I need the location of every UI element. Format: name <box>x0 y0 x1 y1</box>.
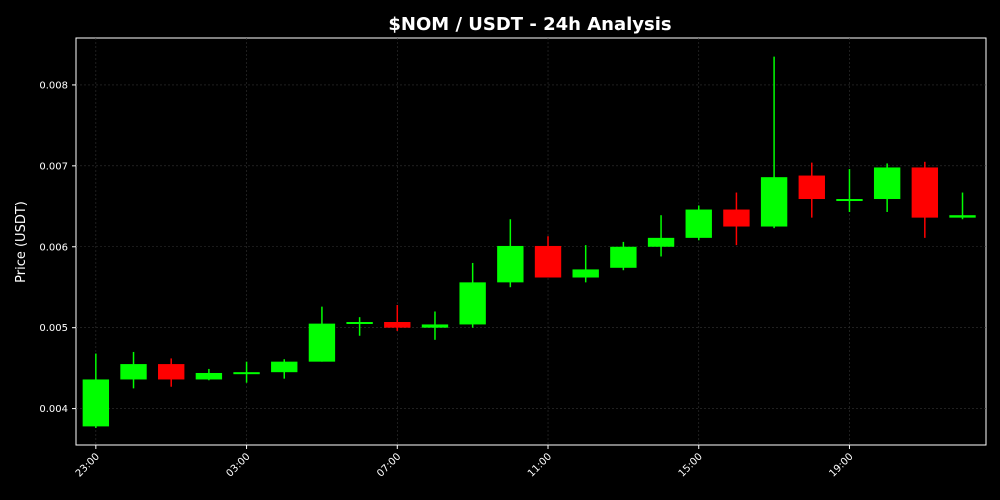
candle <box>271 359 298 379</box>
x-tick-label: 23:00 <box>74 451 102 479</box>
candle-body <box>421 324 449 328</box>
candle-body <box>534 245 562 278</box>
candle-body <box>760 177 788 227</box>
candle <box>384 305 411 331</box>
candle-body <box>836 199 863 202</box>
candle-body <box>572 269 599 278</box>
candle <box>233 361 260 383</box>
candle <box>760 56 788 229</box>
candle-body <box>308 323 336 362</box>
candle <box>308 306 336 362</box>
candle-body <box>497 245 524 283</box>
candle <box>346 317 373 336</box>
candle <box>158 358 185 387</box>
candle <box>497 219 524 288</box>
candle <box>534 236 562 278</box>
y-tick-label: 0.004 <box>39 404 68 415</box>
x-tick-label: 15:00 <box>677 451 705 479</box>
candle <box>82 353 110 429</box>
y-tick-label: 0.005 <box>39 323 68 334</box>
candle <box>723 192 750 246</box>
y-tick-label: 0.008 <box>39 80 68 91</box>
candle-body <box>798 175 825 200</box>
candle-body <box>610 246 637 268</box>
candle-body <box>873 167 901 200</box>
candle <box>610 241 637 271</box>
candle-body <box>82 379 110 427</box>
chart-title: $NOM / USDT - 24h Analysis <box>388 14 671 35</box>
candle-body <box>384 322 411 328</box>
candle-body <box>233 372 260 375</box>
candle <box>459 262 486 328</box>
candle <box>421 311 449 340</box>
candle <box>873 163 901 212</box>
candle-body <box>647 237 675 247</box>
x-axis: 23:00 03:00 07:00 11:00 15:00 19:00 <box>74 445 856 480</box>
candle-body <box>120 364 147 380</box>
x-tick-label: 07:00 <box>375 451 403 479</box>
candle <box>572 245 599 283</box>
candle-body <box>346 322 373 325</box>
candle <box>836 169 863 212</box>
candles <box>82 56 976 429</box>
candle-body <box>195 372 223 380</box>
y-tick-label: 0.007 <box>39 161 68 172</box>
candle-body <box>459 282 486 325</box>
candle-body <box>685 209 712 238</box>
candle <box>195 368 223 381</box>
candle-body <box>911 167 939 218</box>
y-axis-label: Price (USDT) <box>14 201 29 283</box>
candle <box>685 205 712 241</box>
x-tick-label: 19:00 <box>827 451 855 479</box>
candle-body <box>723 209 750 227</box>
y-axis: 0.004 0.005 0.006 0.007 0.008 <box>39 80 76 415</box>
candle <box>120 351 147 389</box>
candle <box>949 192 976 220</box>
y-tick-label: 0.006 <box>39 242 68 253</box>
candle-body <box>271 361 298 373</box>
x-tick-label: 03:00 <box>225 451 253 479</box>
candle <box>911 161 939 238</box>
x-tick-label: 11:00 <box>526 451 554 479</box>
plot-area <box>75 37 987 446</box>
candle-body <box>158 364 185 380</box>
candle <box>647 215 675 257</box>
candle-body <box>949 215 976 218</box>
candle <box>798 162 825 218</box>
